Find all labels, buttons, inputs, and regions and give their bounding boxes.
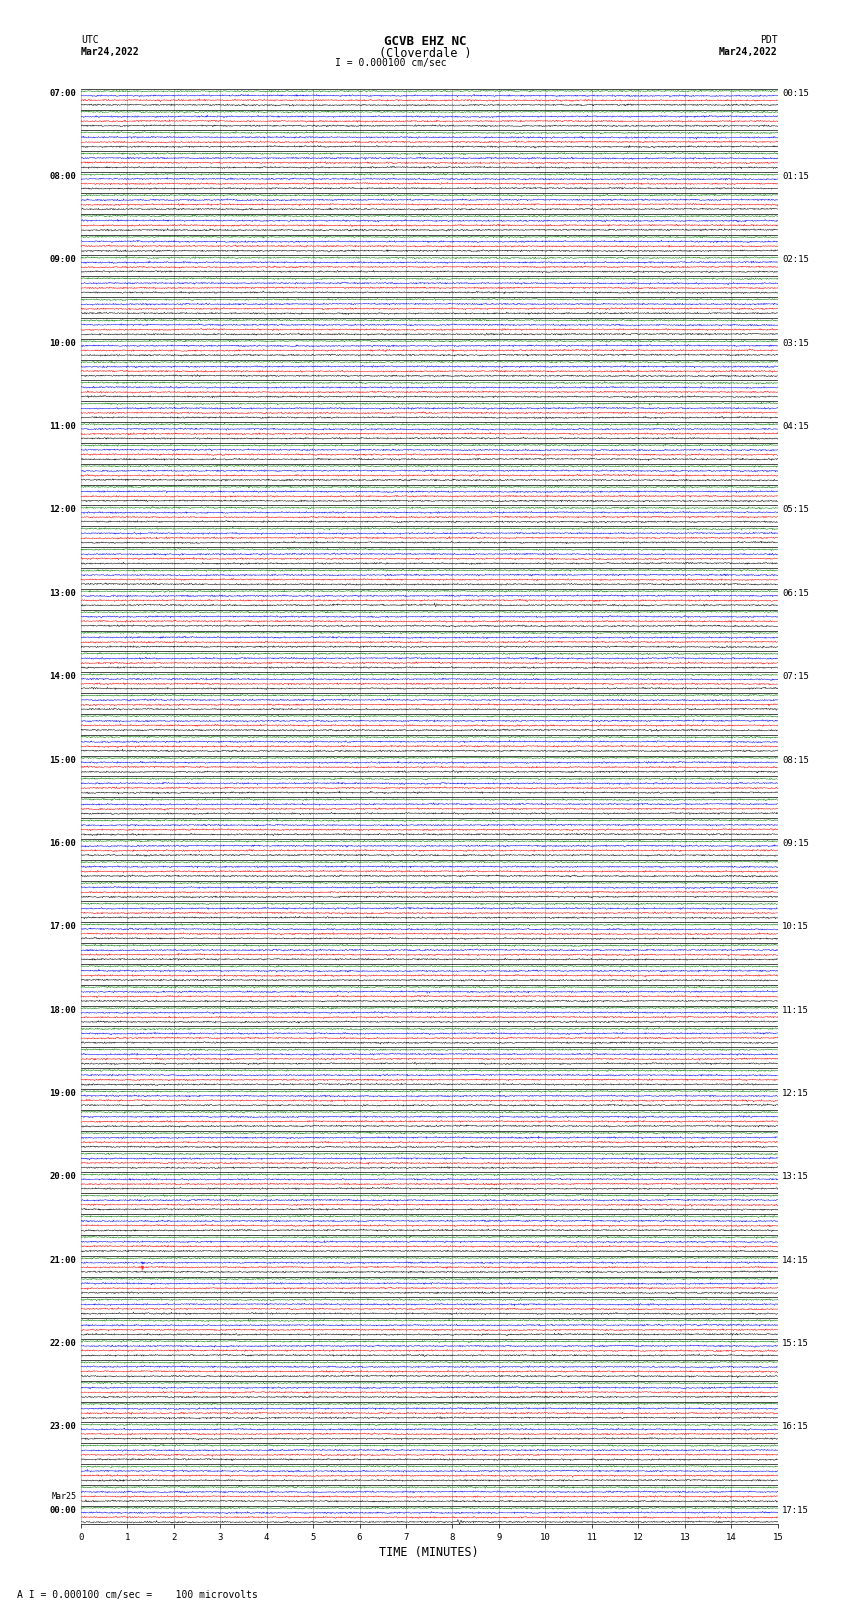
- Text: GCVB EHZ NC: GCVB EHZ NC: [383, 35, 467, 48]
- Text: 13:15: 13:15: [782, 1173, 809, 1181]
- Text: 09:00: 09:00: [49, 255, 76, 265]
- Text: Mar24,2022: Mar24,2022: [719, 47, 778, 56]
- Text: 20:00: 20:00: [49, 1173, 76, 1181]
- Text: 08:15: 08:15: [782, 755, 809, 765]
- Text: 10:15: 10:15: [782, 923, 809, 931]
- Text: 14:15: 14:15: [782, 1255, 809, 1265]
- Text: 11:00: 11:00: [49, 423, 76, 431]
- Text: 11:15: 11:15: [782, 1005, 809, 1015]
- Text: 22:00: 22:00: [49, 1339, 76, 1348]
- Text: 12:00: 12:00: [49, 505, 76, 515]
- Text: 08:00: 08:00: [49, 173, 76, 181]
- Text: 00:15: 00:15: [782, 89, 809, 98]
- Text: 17:15: 17:15: [782, 1507, 809, 1515]
- Text: 15:15: 15:15: [782, 1339, 809, 1348]
- Text: 06:15: 06:15: [782, 589, 809, 598]
- Text: 13:00: 13:00: [49, 589, 76, 598]
- Text: 04:15: 04:15: [782, 423, 809, 431]
- Text: 00:00: 00:00: [49, 1507, 76, 1515]
- Text: 14:00: 14:00: [49, 673, 76, 681]
- Text: UTC: UTC: [81, 35, 99, 45]
- Text: 07:15: 07:15: [782, 673, 809, 681]
- Text: 19:00: 19:00: [49, 1089, 76, 1098]
- Text: 09:15: 09:15: [782, 839, 809, 848]
- Text: 10:00: 10:00: [49, 339, 76, 348]
- Text: 17:00: 17:00: [49, 923, 76, 931]
- Text: 23:00: 23:00: [49, 1423, 76, 1431]
- Text: I = 0.000100 cm/sec: I = 0.000100 cm/sec: [335, 58, 447, 68]
- Text: 01:15: 01:15: [782, 173, 809, 181]
- Text: Mar25: Mar25: [52, 1492, 76, 1502]
- Text: 12:15: 12:15: [782, 1089, 809, 1098]
- Text: 07:00: 07:00: [49, 89, 76, 98]
- Text: PDT: PDT: [760, 35, 778, 45]
- Text: 05:15: 05:15: [782, 505, 809, 515]
- Text: (Cloverdale ): (Cloverdale ): [379, 47, 471, 60]
- Text: Mar24,2022: Mar24,2022: [81, 47, 139, 56]
- Text: 16:15: 16:15: [782, 1423, 809, 1431]
- Text: 03:15: 03:15: [782, 339, 809, 348]
- Text: 15:00: 15:00: [49, 755, 76, 765]
- Text: 21:00: 21:00: [49, 1255, 76, 1265]
- Text: 02:15: 02:15: [782, 255, 809, 265]
- Text: 18:00: 18:00: [49, 1005, 76, 1015]
- Text: 16:00: 16:00: [49, 839, 76, 848]
- X-axis label: TIME (MINUTES): TIME (MINUTES): [379, 1547, 479, 1560]
- Text: A I = 0.000100 cm/sec =    100 microvolts: A I = 0.000100 cm/sec = 100 microvolts: [17, 1590, 258, 1600]
